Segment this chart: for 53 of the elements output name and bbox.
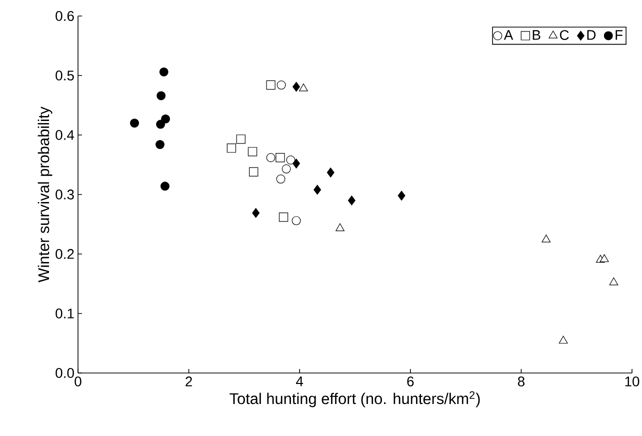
legend-label: A xyxy=(504,30,514,40)
point xyxy=(252,208,260,218)
y-tick-label: 0.0 xyxy=(56,368,74,378)
point xyxy=(266,153,276,162)
point xyxy=(226,144,236,153)
x-tick-label: 2 xyxy=(186,376,192,386)
point xyxy=(326,168,334,178)
point xyxy=(292,158,300,168)
point xyxy=(609,277,618,286)
point xyxy=(558,336,568,344)
point xyxy=(348,196,356,206)
point xyxy=(236,134,246,144)
point xyxy=(542,234,551,242)
point xyxy=(266,80,276,90)
y-tick-label: 0.6 xyxy=(56,11,74,21)
x-axis-title: Total hunting effort (no. hunters/km$^{2}$) xyxy=(230,391,480,408)
y-tick-label: 0.5 xyxy=(56,70,74,80)
y-tick-label: 0.3 xyxy=(56,190,74,200)
point xyxy=(249,167,258,176)
x-tick-label: 0 xyxy=(74,376,82,386)
point xyxy=(292,82,300,92)
legend-label: C xyxy=(560,30,569,40)
point xyxy=(278,212,288,222)
point xyxy=(299,84,308,92)
point xyxy=(276,174,286,184)
x-tick-label: 4 xyxy=(296,376,304,386)
x-tick-label: 10 xyxy=(625,376,640,386)
point xyxy=(248,147,258,156)
point xyxy=(292,216,301,226)
point xyxy=(161,114,170,124)
point xyxy=(159,67,168,76)
point xyxy=(398,190,406,201)
y-tick-label: 0.2 xyxy=(56,249,74,259)
point xyxy=(156,91,166,100)
point xyxy=(156,120,166,129)
point xyxy=(276,153,285,162)
x-tick-label: 6 xyxy=(407,376,414,386)
legend-label: F xyxy=(616,30,623,40)
point xyxy=(276,80,286,90)
point xyxy=(282,164,291,174)
y-tick-label: 0.1 xyxy=(56,308,74,318)
y-axis-title: Winter survival probability xyxy=(38,106,52,282)
point xyxy=(336,223,344,232)
legend-label: D xyxy=(587,30,596,40)
point xyxy=(160,182,170,191)
point xyxy=(130,118,139,128)
point xyxy=(286,156,296,164)
point xyxy=(156,140,164,150)
y-tick-label: 0.4 xyxy=(56,130,74,140)
legend-label: B xyxy=(532,30,540,40)
point xyxy=(314,184,322,195)
point xyxy=(600,254,609,262)
x-tick-label: 8 xyxy=(518,376,524,386)
